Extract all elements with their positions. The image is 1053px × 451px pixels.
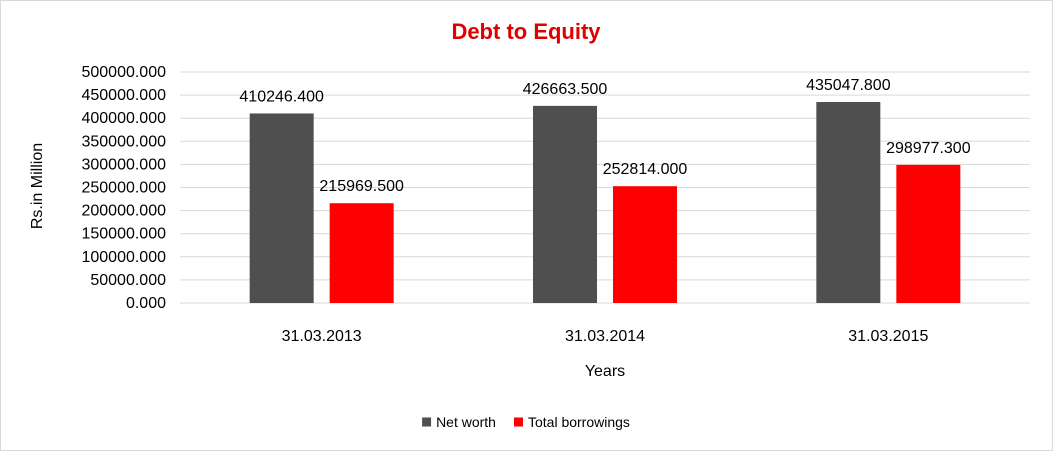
bar-total-borrowings	[896, 164, 961, 303]
y-tick-label: 400000.000	[81, 110, 166, 127]
y-axis-label: Rs.in Million	[29, 143, 46, 229]
y-tick-label: 0.000	[126, 295, 166, 312]
y-axis-ticks: 0.000 50000.000 100000.000 150000.000 200000…	[81, 64, 166, 312]
legend-label: Total borrowings	[528, 414, 630, 430]
data-label: 298977.300	[886, 140, 971, 157]
bar-net-worth	[249, 113, 314, 304]
x-tick-label: 31.03.2015	[848, 328, 928, 345]
data-label: 252814.000	[603, 161, 688, 178]
data-labels: 410246.400 215969.500 426663.500 252814.000…	[239, 77, 970, 195]
y-tick-label: 300000.000	[81, 156, 166, 173]
y-tick-label: 50000.000	[90, 272, 166, 289]
data-label: 426663.500	[523, 81, 608, 98]
legend-label: Net worth	[436, 414, 496, 430]
y-tick-label: 250000.000	[81, 180, 166, 197]
data-label: 410246.400	[239, 88, 324, 105]
y-tick-label: 500000.000	[81, 64, 166, 81]
y-tick-label: 200000.000	[81, 203, 166, 220]
chart-title: Debt to Equity	[451, 19, 601, 44]
y-tick-label: 350000.000	[81, 133, 166, 150]
bars	[249, 102, 961, 304]
bar-net-worth	[816, 102, 881, 303]
y-tick-label: 450000.000	[81, 87, 166, 104]
legend-swatch-net-worth	[422, 417, 432, 427]
bar-total-borrowings	[613, 186, 677, 303]
bar-total-borrowings	[329, 203, 394, 303]
legend: Net worth Total borrowings	[422, 414, 630, 430]
gridlines	[180, 71, 1030, 304]
bar-net-worth	[533, 105, 597, 303]
x-axis-label: Years	[585, 363, 625, 380]
y-tick-label: 150000.000	[81, 226, 166, 243]
x-tick-label: 31.03.2014	[565, 328, 645, 345]
y-tick-label: 100000.000	[81, 249, 166, 266]
data-label: 215969.500	[319, 178, 404, 195]
x-axis-ticks: 31.03.2013 31.03.2014 31.03.2015	[282, 328, 929, 345]
legend-swatch-total-borrowings	[513, 417, 523, 427]
x-tick-label: 31.03.2013	[282, 328, 362, 345]
data-label: 435047.800	[806, 77, 891, 94]
